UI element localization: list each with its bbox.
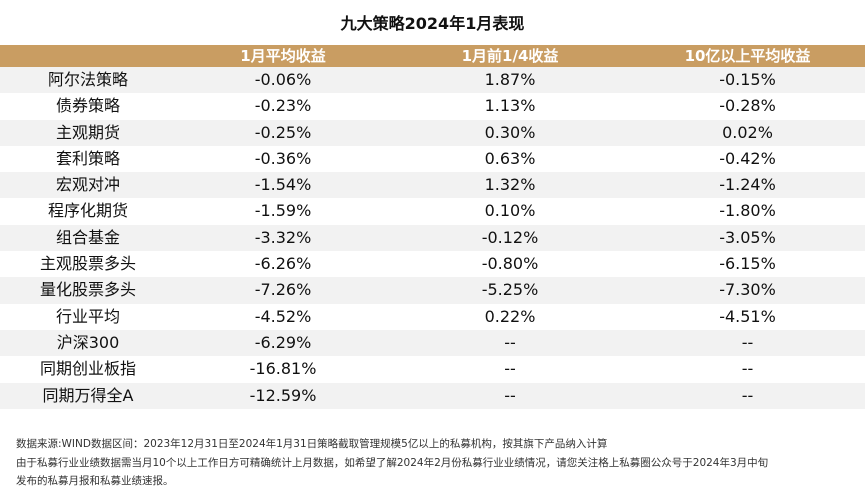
table-row: 债券策略 -0.23% 1.13% -0.28% — [0, 93, 865, 119]
row-value: -- — [741, 385, 754, 405]
row-label: 阿尔法策略 — [47, 70, 128, 89]
row-value: -0.28% — [719, 96, 776, 116]
table-row: 行业平均 -4.52% 0.22% -4.51% — [0, 304, 865, 330]
row-value: 0.30% — [484, 122, 536, 142]
table-row: 同期万得全A -12.59% -- -- — [0, 382, 865, 409]
table-row: 阿尔法策略 -0.06% 1.87% -0.15% — [0, 67, 865, 94]
row-value: -3.05% — [719, 227, 776, 247]
table-row: 套利策略 -0.36% 0.63% -0.42% — [0, 146, 865, 172]
row-value: -6.29% — [254, 332, 312, 352]
row-label: 主观期货 — [55, 122, 120, 142]
row-label: 程序化期货 — [47, 201, 128, 221]
table-row: 沪深300 -6.29% -- -- — [0, 329, 865, 357]
row-label: 组合基金 — [55, 227, 120, 247]
footnote-note-cont: 发布的私募月报和私募业绩速报。 — [16, 475, 174, 487]
row-value: -1.24% — [719, 175, 776, 195]
table-body: 阿尔法策略 -0.06% 1.87% -0.15% 债券策略 -0.23% 1.13% -0.… — [0, 67, 865, 409]
row-value: 1.87% — [484, 70, 536, 89]
row-label: 宏观对冲 — [55, 175, 120, 195]
table-row: 量化股票多头 -7.26% -5.25% -7.30% — [0, 277, 865, 304]
row-value: -16.81% — [249, 359, 317, 379]
row-value: -- — [504, 359, 516, 379]
row-value: -6.26% — [254, 254, 312, 274]
row-value: -0.25% — [254, 122, 312, 142]
row-value: -0.23% — [254, 96, 312, 116]
row-value: -0.80% — [481, 254, 539, 274]
row-value: -1.59% — [254, 201, 312, 221]
table-title: 九大策略2024年1月表现 — [340, 14, 525, 33]
row-value: -0.15% — [719, 70, 776, 89]
row-value: -5.25% — [481, 280, 539, 300]
row-label: 同期创业板指 — [39, 359, 136, 379]
row-value: -6.15% — [719, 254, 776, 274]
row-label: 主观股票多头 — [39, 254, 136, 274]
footnote-note: 由于私募行业业绩数据需当月10个以上工作日方可精确统计上月数据，如希望了解202… — [16, 457, 769, 469]
row-label: 量化股票多头 — [39, 280, 136, 300]
row-value: -1.54% — [254, 175, 312, 195]
row-value: -0.42% — [719, 148, 776, 168]
row-value: -4.51% — [719, 306, 776, 326]
row-value: -7.30% — [719, 280, 776, 300]
row-value: -7.26% — [254, 280, 312, 300]
row-label: 沪深300 — [56, 332, 120, 352]
row-value: -- — [504, 332, 516, 352]
row-value: -0.36% — [254, 148, 312, 168]
row-value: -0.12% — [481, 227, 539, 247]
table-row: 宏观对冲 -1.54% 1.32% -1.24% — [0, 172, 865, 199]
header-avg-return: 1月平均收益 — [240, 47, 326, 65]
row-value: 0.10% — [484, 201, 536, 221]
row-label: 套利策略 — [55, 148, 120, 168]
footnote-source: 数据来源:WIND数据区间：2023年12月31日至2024年1月31日策略截取… — [16, 438, 608, 450]
row-label: 行业平均 — [55, 306, 120, 326]
table-row: 主观股票多头 -6.26% -0.80% -6.15% — [0, 251, 865, 277]
row-value: 1.32% — [484, 175, 536, 195]
row-value: -12.59% — [249, 385, 317, 405]
table-row: 程序化期货 -1.59% 0.10% -1.80% — [0, 198, 865, 224]
row-value: -- — [741, 359, 754, 379]
table-row: 主观期货 -0.25% 0.30% 0.02% — [0, 119, 865, 146]
row-label: 债券策略 — [55, 96, 120, 116]
row-value: -- — [504, 385, 516, 405]
row-value: -- — [741, 332, 754, 352]
header-top-quartile: 1月前1/4收益 — [461, 47, 559, 65]
row-value: -1.80% — [719, 201, 776, 221]
row-value: 0.22% — [484, 306, 536, 326]
header-large-avg: 10亿以上平均收益 — [684, 47, 811, 65]
row-value: 1.13% — [484, 96, 536, 116]
row-value: -0.06% — [254, 70, 312, 89]
row-value: -4.52% — [254, 306, 312, 326]
row-value: 0.63% — [484, 148, 536, 168]
row-value: -3.32% — [254, 227, 312, 247]
table-row: 同期创业板指 -16.81% -- -- — [0, 356, 865, 382]
row-value: 0.02% — [722, 122, 773, 142]
row-label: 同期万得全A — [42, 385, 134, 405]
table-row: 组合基金 -3.32% -0.12% -3.05% — [0, 224, 865, 252]
table-header: 1月平均收益 1月前1/4收益 10亿以上平均收益 — [0, 45, 865, 67]
